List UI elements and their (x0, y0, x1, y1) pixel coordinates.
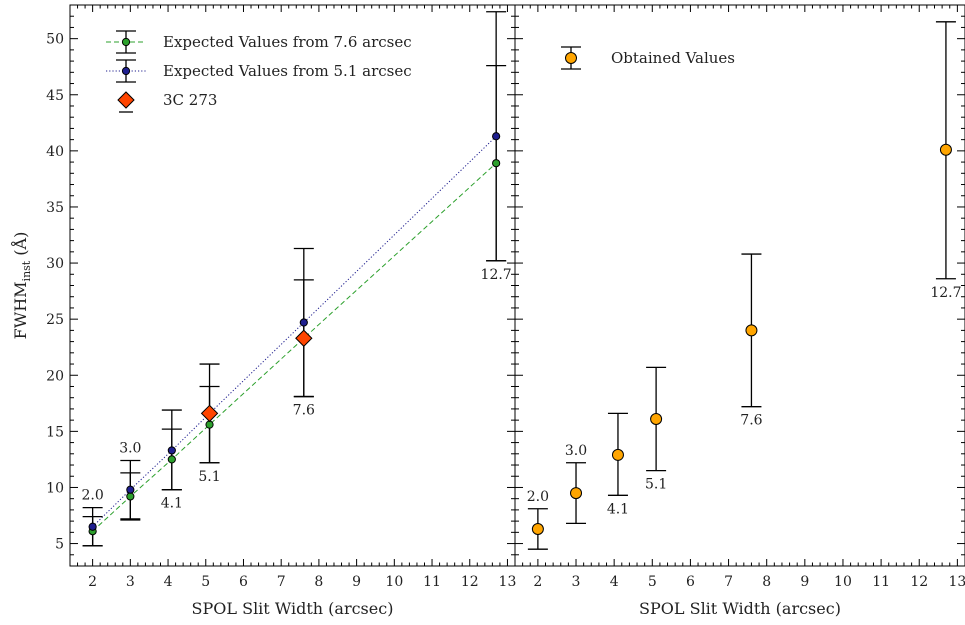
x-tick-label: 11 (872, 574, 890, 590)
point-marker (745, 324, 758, 337)
y-tick-label: 15 (46, 424, 64, 440)
plot-frame (69, 4, 516, 567)
legend: Obtained Values (561, 46, 735, 70)
point-marker (492, 132, 501, 141)
x-tick-label: 13 (499, 574, 517, 590)
x-tick-label: 11 (423, 574, 441, 590)
x-tick-label: 13 (948, 574, 965, 590)
point-annotation: 2.0 (81, 488, 103, 504)
x-tick-label: 3 (572, 574, 581, 590)
point-annotation: 7.6 (293, 403, 315, 419)
right-panel: 2 3 4 5 6 7 8 9 10 11 12 13 SPOL Slit Width (arcsec)… (514, 4, 965, 618)
point-marker (126, 492, 135, 501)
point-annotation: 3.0 (119, 441, 141, 457)
y-tick-label: 20 (46, 368, 64, 384)
x-tick-label: 9 (800, 574, 809, 590)
y-tick-label: 35 (46, 200, 64, 216)
point-marker (167, 446, 176, 455)
x-tick-label: 6 (239, 574, 248, 590)
point-marker (492, 159, 501, 168)
point-annotation: 12.7 (930, 285, 961, 301)
y-tick-label: 45 (46, 88, 64, 104)
point-annotation: 4.1 (161, 496, 183, 512)
x-tick-label: 6 (686, 574, 695, 590)
x-tick-label: 9 (352, 574, 361, 590)
point-marker (167, 455, 176, 464)
point-marker (570, 487, 583, 500)
point-annotation: 5.1 (645, 477, 667, 493)
legend-marker (121, 37, 131, 47)
x-axis-label: SPOL Slit Width (arcsec) (639, 599, 841, 618)
plot-frame (514, 4, 965, 567)
x-tick-label: 12 (910, 574, 928, 590)
diamond-marker (200, 404, 219, 423)
x-tick-label: 4 (164, 574, 173, 590)
y-tick-label: 40 (46, 144, 64, 160)
x-tick-label: 7 (277, 574, 286, 590)
legend-label: Expected Values from 5.1 arcsec (163, 62, 412, 80)
y-tick-label: 25 (46, 312, 64, 328)
point-annotation: 5.1 (198, 469, 220, 485)
y-tick-label: 30 (46, 256, 64, 272)
x-tick-label: 2 (88, 574, 97, 590)
x-axis-label: SPOL Slit Width (arcsec) (192, 599, 394, 618)
left-panel: 2 3 4 5 6 7 8 9 10 11 12 135101520253035404550SPOL … (10, 4, 517, 618)
point-marker (939, 143, 952, 156)
y-axis-label: FWHMinst (Å) (10, 232, 33, 340)
x-tick-label: 8 (762, 574, 771, 590)
point-annotation: 7.6 (740, 413, 762, 429)
legend-diamond-marker (117, 91, 135, 109)
x-tick-label: 5 (201, 574, 210, 590)
point-marker (126, 485, 135, 494)
y-tick-label: 50 (46, 32, 64, 48)
legend-label: Obtained Values (611, 49, 735, 67)
series-line (92, 162, 497, 532)
x-tick-label: 3 (126, 574, 135, 590)
x-tick-label: 10 (385, 574, 403, 590)
y-axis-label-main: FWHM (11, 281, 30, 339)
x-tick-label: 2 (533, 574, 542, 590)
point-annotation: 2.0 (527, 489, 549, 505)
diamond-marker (295, 329, 313, 347)
point-marker (299, 318, 308, 327)
x-tick-label: 8 (314, 574, 323, 590)
series-line (92, 135, 497, 528)
point-marker (650, 413, 663, 426)
legend-marker (565, 52, 577, 64)
legend-label: Expected Values from 7.6 arcsec (163, 33, 412, 51)
point-marker (531, 522, 544, 535)
point-marker (611, 448, 624, 461)
x-tick-label: 10 (834, 574, 852, 590)
x-tick-label: 7 (724, 574, 733, 590)
point-marker (88, 522, 97, 531)
legend-label: 3C 273 (163, 91, 217, 109)
legend-marker (121, 66, 131, 76)
x-tick-label: 5 (648, 574, 657, 590)
y-axis-label-unit: (Å) (10, 232, 30, 261)
x-tick-label: 12 (461, 574, 479, 590)
legend: Expected Values from 7.6 arcsec Expected … (106, 30, 412, 113)
y-axis-label-subscript: inst (20, 260, 33, 281)
x-tick-label: 4 (610, 574, 619, 590)
point-annotation: 12.7 (481, 267, 512, 283)
y-tick-label: 10 (46, 480, 64, 496)
y-tick-label: 5 (55, 537, 64, 553)
point-annotation: 4.1 (607, 501, 629, 517)
point-annotation: 3.0 (565, 443, 587, 459)
